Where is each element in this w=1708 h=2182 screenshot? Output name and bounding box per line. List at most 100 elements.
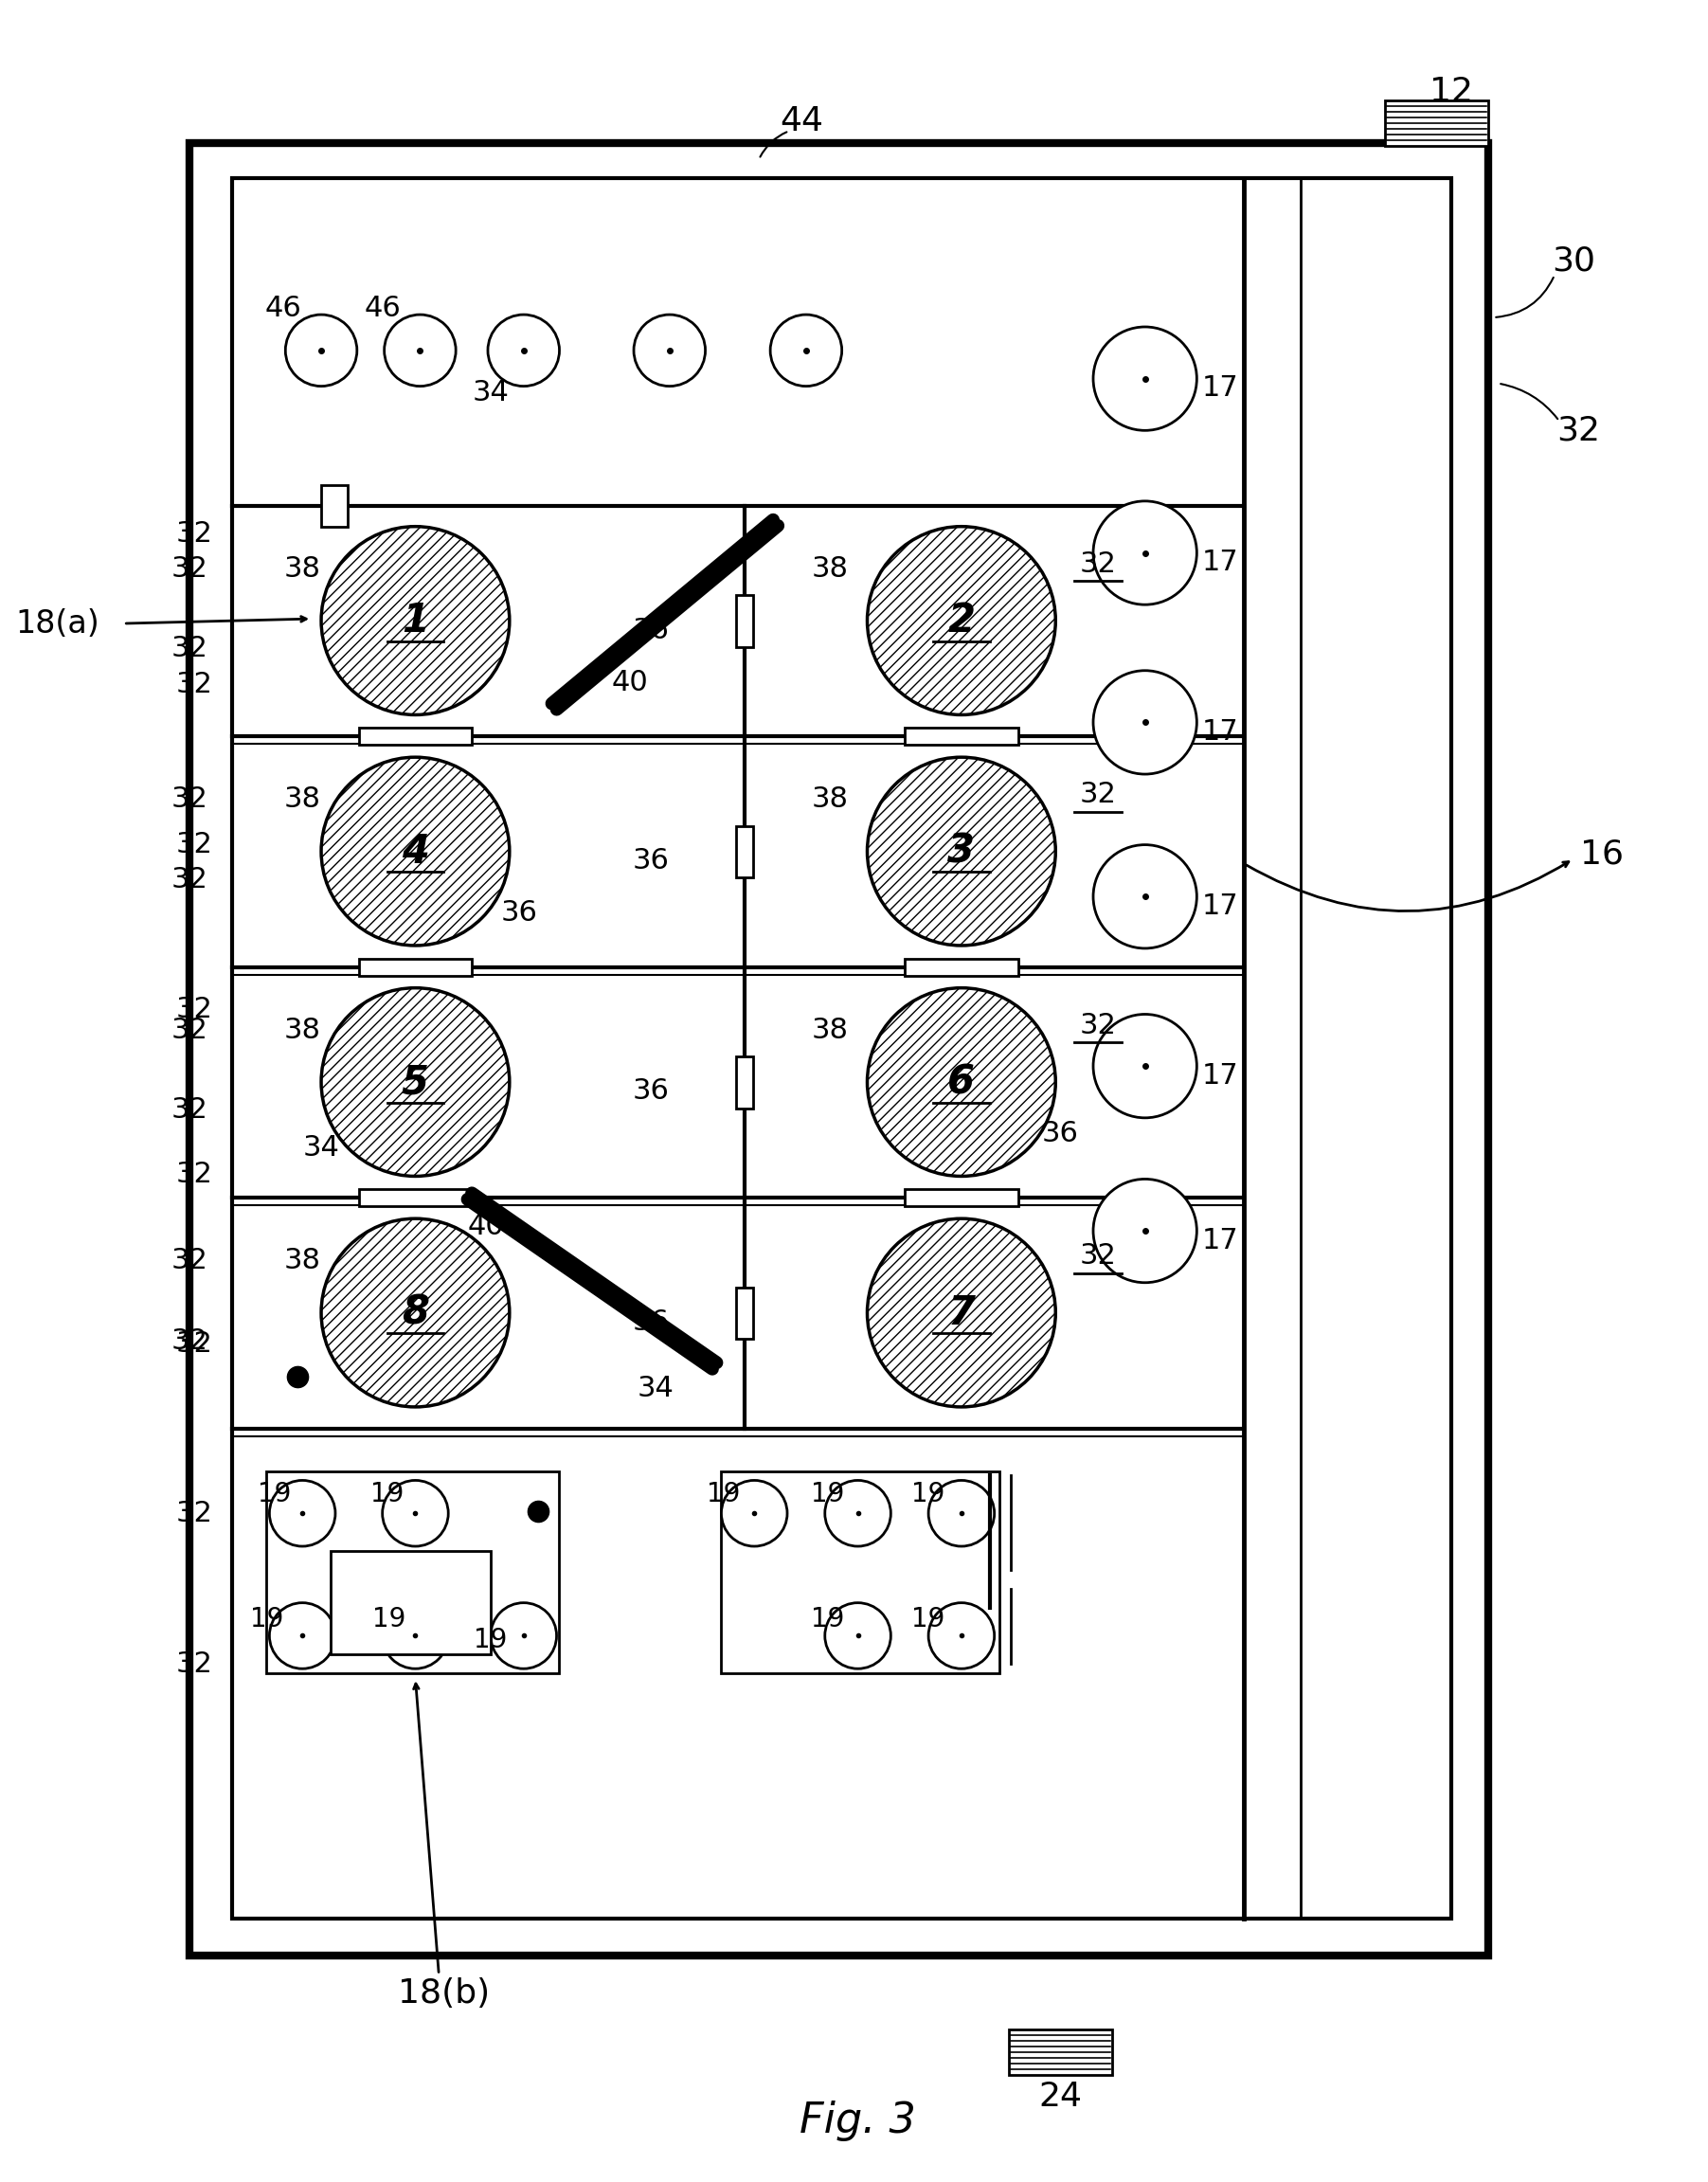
Bar <box>190 144 1489 1955</box>
Circle shape <box>383 1479 447 1547</box>
Circle shape <box>1093 502 1197 604</box>
Text: 3: 3 <box>948 831 975 871</box>
Bar <box>736 827 753 877</box>
Text: 32: 32 <box>176 1650 212 1678</box>
Bar <box>1008 2029 1112 2075</box>
Text: Fig. 3: Fig. 3 <box>799 2101 915 2141</box>
Text: 36: 36 <box>500 899 538 927</box>
Bar <box>905 958 1018 975</box>
Text: 36: 36 <box>632 847 670 875</box>
Bar <box>721 1471 999 1674</box>
Text: 38: 38 <box>284 1017 321 1043</box>
Text: 40: 40 <box>611 670 649 696</box>
Text: 32: 32 <box>171 786 208 814</box>
Circle shape <box>270 1604 335 1669</box>
Text: 36: 36 <box>632 615 670 644</box>
Text: 4: 4 <box>401 831 429 871</box>
Circle shape <box>868 757 1056 945</box>
Text: 2: 2 <box>948 600 975 642</box>
Text: 19: 19 <box>258 1482 290 1508</box>
Circle shape <box>825 1479 892 1547</box>
Circle shape <box>321 1218 509 1407</box>
Text: 32: 32 <box>176 1331 212 1357</box>
Text: 17: 17 <box>1202 548 1238 576</box>
Text: 19: 19 <box>473 1628 507 1654</box>
Bar <box>905 1189 1018 1207</box>
Circle shape <box>490 1604 557 1669</box>
Text: 36: 36 <box>632 1078 670 1106</box>
Bar <box>905 729 1018 744</box>
Text: 32: 32 <box>171 1248 208 1274</box>
Text: 32: 32 <box>171 554 208 583</box>
Circle shape <box>721 1479 787 1547</box>
Text: 32: 32 <box>1079 550 1117 578</box>
Text: 38: 38 <box>811 1017 849 1043</box>
Bar <box>359 1189 471 1207</box>
Bar <box>232 179 1452 1918</box>
Text: 12: 12 <box>1430 76 1472 107</box>
Circle shape <box>1093 327 1197 430</box>
Text: 32: 32 <box>171 1098 208 1124</box>
Text: 38: 38 <box>811 554 849 583</box>
Text: 19: 19 <box>249 1606 284 1632</box>
Bar <box>736 1056 753 1108</box>
Bar <box>359 958 471 975</box>
Circle shape <box>383 1604 447 1669</box>
Circle shape <box>770 314 842 386</box>
Circle shape <box>321 988 509 1176</box>
Text: 16: 16 <box>1580 838 1623 871</box>
Circle shape <box>488 314 560 386</box>
Text: 38: 38 <box>284 554 321 583</box>
Text: 8: 8 <box>401 1294 429 1333</box>
Bar <box>736 1287 753 1340</box>
Circle shape <box>1093 1015 1197 1117</box>
Text: 17: 17 <box>1202 1063 1238 1089</box>
Text: 19: 19 <box>811 1606 844 1632</box>
Bar <box>736 596 753 648</box>
Circle shape <box>1093 1178 1197 1283</box>
Text: 19: 19 <box>707 1482 740 1508</box>
Circle shape <box>384 314 456 386</box>
Text: 17: 17 <box>1202 892 1238 919</box>
Circle shape <box>868 1218 1056 1407</box>
Text: 36: 36 <box>1042 1119 1079 1148</box>
Text: 5: 5 <box>401 1063 429 1102</box>
Text: 18(a): 18(a) <box>15 609 101 639</box>
Bar <box>331 1551 490 1654</box>
Text: 32: 32 <box>1079 1012 1117 1039</box>
Circle shape <box>868 526 1056 716</box>
Text: 32: 32 <box>176 1499 212 1527</box>
Text: 46: 46 <box>265 295 302 321</box>
Circle shape <box>270 1479 335 1547</box>
Bar <box>266 1471 559 1674</box>
Circle shape <box>825 1604 892 1669</box>
Circle shape <box>285 314 357 386</box>
Bar <box>359 729 471 744</box>
Text: 17: 17 <box>1202 1226 1238 1255</box>
Text: 30: 30 <box>1551 244 1595 277</box>
Text: 18(b): 18(b) <box>398 1977 490 2010</box>
Text: 19: 19 <box>912 1606 945 1632</box>
Text: 32: 32 <box>1079 781 1117 810</box>
Text: 32: 32 <box>176 831 212 858</box>
Text: 38: 38 <box>284 1248 321 1274</box>
Text: 34: 34 <box>302 1135 340 1161</box>
Text: 32: 32 <box>176 1161 212 1187</box>
Circle shape <box>1093 670 1197 775</box>
Circle shape <box>929 1479 994 1547</box>
Text: 17: 17 <box>1202 718 1238 746</box>
Text: 17: 17 <box>1202 375 1238 401</box>
Text: 38: 38 <box>811 786 849 814</box>
Text: 1: 1 <box>401 600 429 642</box>
Text: 32: 32 <box>171 866 208 892</box>
Text: 36: 36 <box>632 1309 670 1335</box>
Text: 6: 6 <box>948 1063 975 1102</box>
Text: 40: 40 <box>468 1213 504 1239</box>
Text: 19: 19 <box>811 1482 844 1508</box>
Text: 32: 32 <box>176 995 212 1023</box>
Text: 32: 32 <box>176 519 212 548</box>
Text: 46: 46 <box>364 295 401 321</box>
Text: 44: 44 <box>779 105 823 137</box>
Text: 7: 7 <box>948 1294 975 1333</box>
Circle shape <box>634 314 705 386</box>
